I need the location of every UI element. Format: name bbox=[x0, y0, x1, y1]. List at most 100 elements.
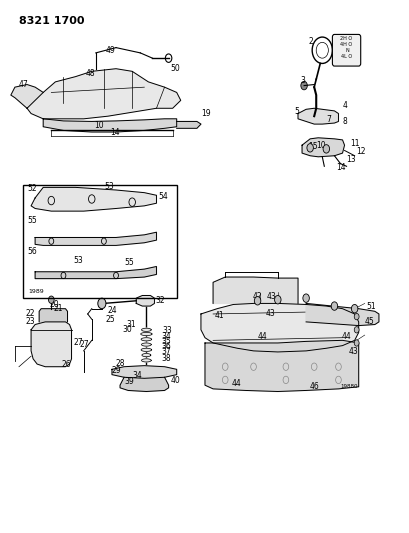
Circle shape bbox=[300, 82, 307, 90]
Circle shape bbox=[353, 327, 358, 333]
Text: 20: 20 bbox=[49, 300, 59, 309]
Text: 44: 44 bbox=[341, 332, 351, 341]
Polygon shape bbox=[112, 366, 176, 378]
Text: 34: 34 bbox=[132, 371, 142, 380]
Text: 30: 30 bbox=[122, 325, 132, 334]
Polygon shape bbox=[204, 341, 358, 392]
Text: 33: 33 bbox=[162, 326, 172, 335]
Text: 54: 54 bbox=[158, 192, 168, 201]
Polygon shape bbox=[31, 322, 71, 367]
Circle shape bbox=[274, 295, 280, 304]
Text: 10: 10 bbox=[94, 120, 103, 130]
Circle shape bbox=[353, 313, 358, 320]
Text: 55: 55 bbox=[28, 215, 38, 224]
Text: 53: 53 bbox=[103, 182, 113, 191]
Text: 51: 51 bbox=[366, 302, 375, 311]
Text: 27: 27 bbox=[73, 338, 83, 348]
Text: 32: 32 bbox=[155, 296, 165, 305]
Text: 3: 3 bbox=[299, 76, 304, 85]
Circle shape bbox=[98, 298, 106, 309]
Text: 22: 22 bbox=[25, 310, 34, 319]
Polygon shape bbox=[141, 359, 151, 362]
Circle shape bbox=[322, 144, 329, 153]
Text: 2: 2 bbox=[308, 37, 312, 46]
Polygon shape bbox=[141, 348, 151, 351]
Text: 52: 52 bbox=[27, 184, 36, 193]
Bar bbox=[23, 185, 176, 298]
Text: 43: 43 bbox=[266, 292, 276, 301]
Text: 24: 24 bbox=[108, 306, 117, 316]
Text: 4: 4 bbox=[342, 101, 346, 110]
Circle shape bbox=[254, 296, 260, 305]
Text: 28: 28 bbox=[115, 359, 124, 368]
Text: 29: 29 bbox=[112, 366, 121, 375]
Text: 12: 12 bbox=[355, 147, 364, 156]
Text: 44: 44 bbox=[257, 332, 267, 341]
Text: 5: 5 bbox=[293, 108, 298, 116]
Text: 2H O
4H O
  N
4L O: 2H O 4H O N 4L O bbox=[339, 36, 352, 59]
Polygon shape bbox=[141, 328, 151, 332]
Text: 7: 7 bbox=[326, 115, 330, 124]
Polygon shape bbox=[213, 277, 297, 303]
Polygon shape bbox=[11, 85, 43, 108]
Polygon shape bbox=[301, 138, 344, 157]
Polygon shape bbox=[136, 295, 154, 306]
Text: 23: 23 bbox=[25, 317, 35, 326]
Text: 8321 1700: 8321 1700 bbox=[19, 16, 84, 26]
Text: 47: 47 bbox=[19, 80, 29, 89]
Text: 40: 40 bbox=[170, 376, 180, 385]
Text: 27: 27 bbox=[79, 340, 89, 349]
Text: 38: 38 bbox=[161, 354, 171, 363]
Polygon shape bbox=[43, 119, 176, 132]
Text: 50: 50 bbox=[170, 64, 180, 73]
Text: 36: 36 bbox=[161, 342, 171, 351]
Text: 10: 10 bbox=[315, 141, 325, 150]
Text: 43: 43 bbox=[265, 310, 275, 319]
Polygon shape bbox=[306, 303, 378, 326]
Text: 13: 13 bbox=[345, 155, 355, 164]
Text: 56: 56 bbox=[28, 247, 38, 256]
Circle shape bbox=[48, 296, 54, 303]
Text: 21: 21 bbox=[53, 304, 63, 313]
Circle shape bbox=[306, 143, 312, 152]
Text: 35: 35 bbox=[161, 337, 171, 346]
Text: 55: 55 bbox=[124, 259, 133, 268]
Text: 45: 45 bbox=[364, 317, 373, 326]
Polygon shape bbox=[31, 188, 156, 211]
Text: 19880: 19880 bbox=[339, 384, 357, 389]
Text: 25: 25 bbox=[106, 315, 115, 324]
Polygon shape bbox=[141, 343, 151, 346]
Polygon shape bbox=[35, 266, 156, 279]
Polygon shape bbox=[120, 377, 168, 392]
Text: 19: 19 bbox=[200, 109, 210, 118]
Text: 43: 43 bbox=[348, 348, 357, 357]
Polygon shape bbox=[35, 232, 156, 245]
Text: 39: 39 bbox=[124, 377, 133, 386]
FancyBboxPatch shape bbox=[332, 35, 360, 66]
Text: 34: 34 bbox=[161, 332, 171, 341]
Polygon shape bbox=[200, 303, 358, 352]
Text: 14: 14 bbox=[110, 127, 119, 136]
Circle shape bbox=[302, 294, 309, 302]
Text: 15: 15 bbox=[308, 142, 317, 151]
Text: 41: 41 bbox=[215, 311, 224, 319]
Polygon shape bbox=[142, 353, 151, 357]
Text: 49: 49 bbox=[106, 46, 115, 55]
Text: 1989: 1989 bbox=[28, 289, 43, 294]
Text: 8: 8 bbox=[342, 117, 346, 126]
Polygon shape bbox=[141, 338, 151, 341]
Text: 53: 53 bbox=[73, 256, 83, 265]
Text: 44: 44 bbox=[231, 379, 241, 388]
Circle shape bbox=[353, 340, 358, 346]
Text: 11: 11 bbox=[349, 139, 358, 148]
Text: 26: 26 bbox=[61, 360, 71, 369]
Circle shape bbox=[351, 304, 357, 313]
Polygon shape bbox=[39, 309, 67, 322]
Polygon shape bbox=[27, 69, 180, 119]
Text: 37: 37 bbox=[161, 348, 171, 357]
Text: 14: 14 bbox=[336, 163, 345, 172]
Text: 46: 46 bbox=[309, 382, 318, 391]
Polygon shape bbox=[297, 108, 338, 124]
Polygon shape bbox=[140, 333, 152, 336]
Text: 31: 31 bbox=[126, 320, 136, 329]
